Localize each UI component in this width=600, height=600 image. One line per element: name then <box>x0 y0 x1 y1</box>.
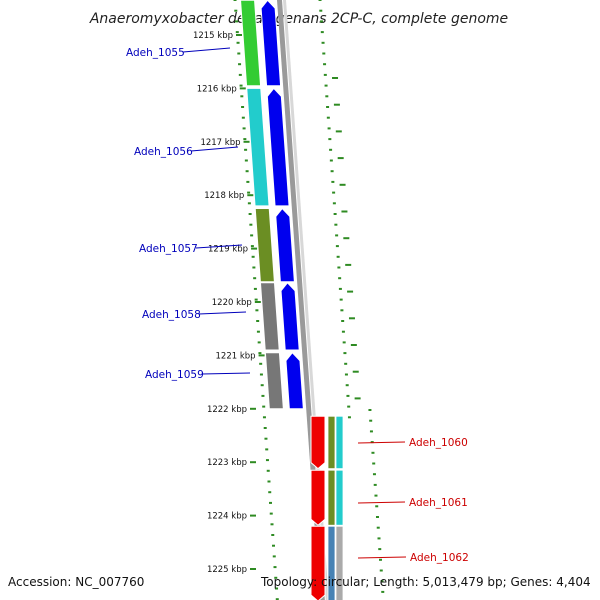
map-title: Anaeromyxobacter dehalogenans 2CP-C, com… <box>89 11 508 27</box>
kbp-label: 1222 kbp <box>207 405 247 415</box>
gene-labels: Adeh_1055 Adeh_1056 Adeh_1057 Adeh_1058 Adeh… <box>126 47 469 564</box>
kbp-label: 1218 kbp <box>204 191 244 201</box>
forward-gene-track <box>240 0 304 410</box>
forward-gene-label: Adeh_1056 <box>134 146 193 158</box>
label-leader <box>182 47 231 53</box>
gene-color-strip <box>335 525 344 600</box>
kbp-label: 1217 kbp <box>200 138 240 148</box>
reverse-gene-track <box>310 415 344 600</box>
gene-color-strip <box>327 525 336 600</box>
label-leader <box>357 556 407 559</box>
label-leader <box>357 441 406 444</box>
kbp-label: 1225 kbp <box>207 565 247 575</box>
gene-color-box <box>254 208 275 283</box>
gene-color-strip <box>335 415 344 470</box>
kbp-scale: 1215 kbp 1216 kbp 1217 kbp 1218 kbp 1219 kbp… <box>193 31 265 575</box>
kbp-label: 1224 kbp <box>207 512 247 522</box>
label-leader <box>357 501 406 504</box>
accession-text: Accession: NC_007760 <box>8 575 144 589</box>
forward-gene-label: Adeh_1055 <box>126 47 185 59</box>
kbp-label: 1219 kbp <box>208 245 248 255</box>
gene-color-box <box>259 282 280 351</box>
reverse-gene-label: Adeh_1062 <box>410 552 469 564</box>
label-leader <box>195 244 243 249</box>
kbp-label: 1223 kbp <box>207 458 247 468</box>
forward-gene-arrow <box>280 282 300 351</box>
tick-track <box>233 0 385 600</box>
forward-gene-arrow <box>275 207 295 283</box>
kbp-label: 1220 kbp <box>212 298 252 308</box>
reverse-gene-arrow <box>310 525 326 600</box>
forward-gene-label: Adeh_1057 <box>139 243 198 255</box>
forward-gene-arrow <box>285 351 304 410</box>
gene-color-box <box>264 352 284 410</box>
forward-gene-label: Adeh_1058 <box>142 309 201 321</box>
kbp-label: 1221 kbp <box>216 351 256 361</box>
topology-text: Topology: circular; Length: 5,013,479 bp… <box>260 575 591 589</box>
gene-color-box <box>240 0 262 87</box>
kbp-label: 1216 kbp <box>197 84 237 94</box>
label-leader <box>198 311 247 315</box>
label-leader <box>190 146 239 152</box>
reverse-gene-label: Adeh_1061 <box>409 497 468 509</box>
forward-gene-arrow <box>266 87 290 207</box>
reverse-gene-label: Adeh_1060 <box>409 437 468 449</box>
reverse-gene-arrow <box>310 415 326 470</box>
forward-gene-label: Adeh_1059 <box>145 369 204 381</box>
forward-gene-arrow <box>260 0 282 87</box>
gene-color-box <box>246 87 270 207</box>
gene-color-strip <box>327 469 336 526</box>
reverse-gene-arrow <box>310 469 326 526</box>
kbp-label: 1215 kbp <box>193 31 233 41</box>
gene-color-strip <box>327 415 336 470</box>
label-leader <box>201 372 251 375</box>
gene-color-strip <box>335 469 344 526</box>
